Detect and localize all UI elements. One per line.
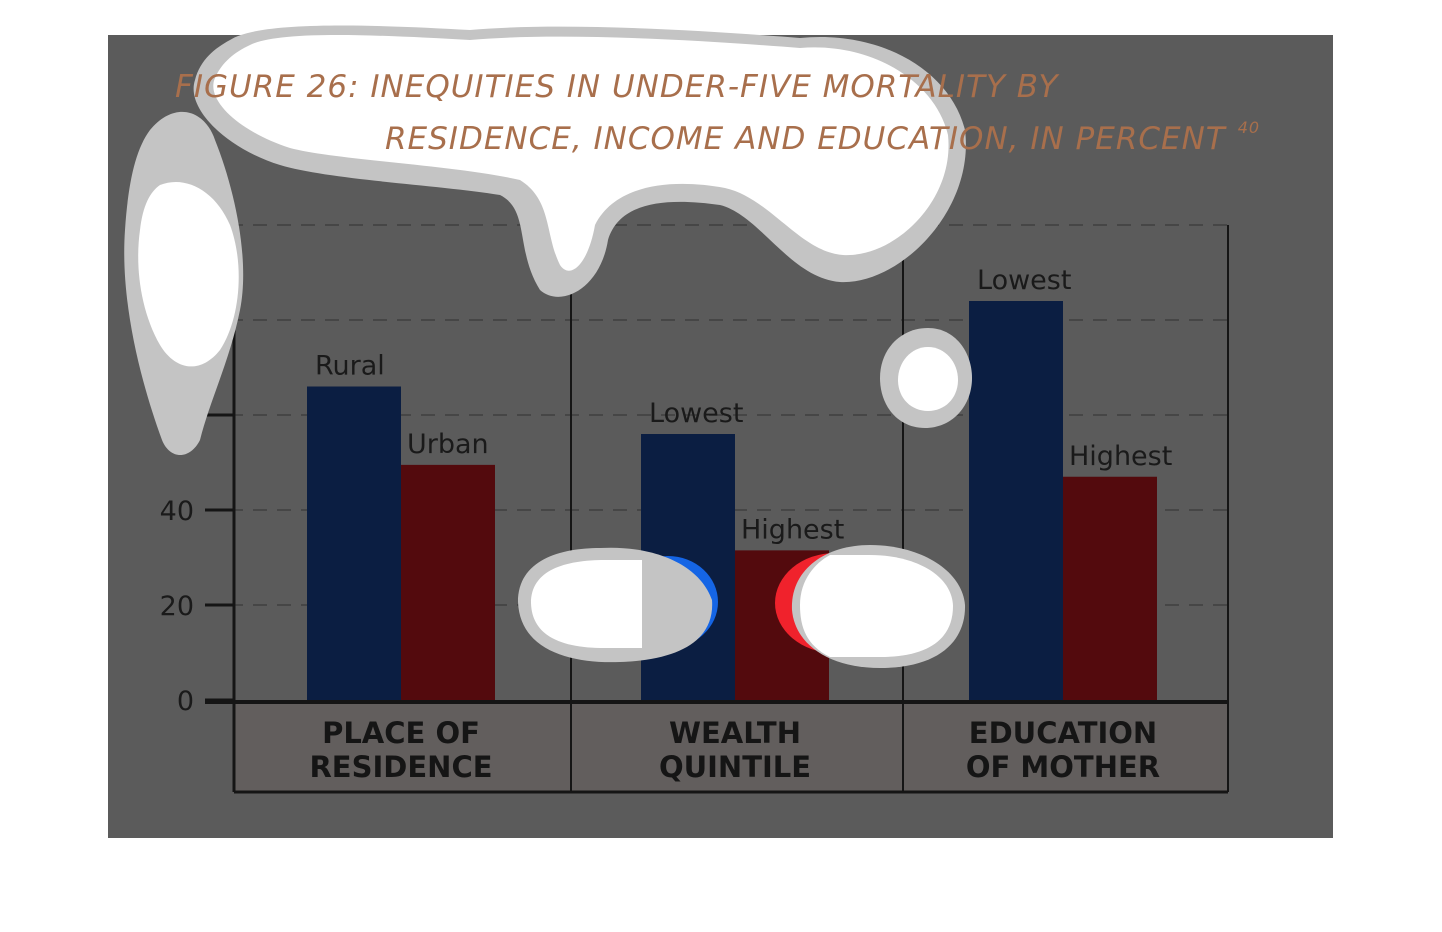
title-superscript: 40 <box>1238 118 1260 137</box>
bar <box>307 386 401 700</box>
small-blob <box>898 347 958 411</box>
category-label-band <box>234 702 1228 792</box>
bar-data-label: Urban <box>407 429 489 460</box>
occluding-blobs <box>124 25 972 668</box>
left-blob <box>138 181 239 367</box>
y-tick-label: 0 <box>177 686 194 717</box>
bar-data-label: Highest <box>1069 441 1172 472</box>
bar-data-label: Rural <box>315 351 385 382</box>
group-category-label: OF MOTHER <box>966 750 1160 784</box>
group-category-label: QUINTILE <box>659 750 811 784</box>
bar-labels: Rural Urban Lowest Highest Lowest Highest <box>315 265 1172 545</box>
bar <box>401 464 495 700</box>
bar-data-label: Highest <box>741 514 844 545</box>
y-tick-label: 20 <box>160 591 194 622</box>
chart-subtitle-text: RESIDENCE, INCOME AND EDUCATION, IN PERC… <box>385 121 1227 157</box>
bar-data-label: Lowest <box>649 398 743 429</box>
group-category-label: WEALTH <box>669 716 801 750</box>
group-category-label: RESIDENCE <box>309 750 492 784</box>
group-category-label: EDUCATION <box>969 716 1157 750</box>
bar <box>969 301 1063 700</box>
bar-data-label: Lowest <box>977 265 1071 296</box>
chart-subtitle: RESIDENCE, INCOME AND EDUCATION, IN PERC… <box>385 118 1260 157</box>
chart-title: FIGURE 26: INEQUITIES IN UNDER-FIVE MORT… <box>175 69 1059 105</box>
group-category-label: PLACE OF <box>322 716 480 750</box>
bar <box>1063 476 1157 700</box>
mid-left-blob <box>531 560 642 649</box>
y-tick-label: 40 <box>160 496 194 527</box>
top-blob <box>213 35 949 271</box>
mid-right-blob <box>800 555 953 657</box>
